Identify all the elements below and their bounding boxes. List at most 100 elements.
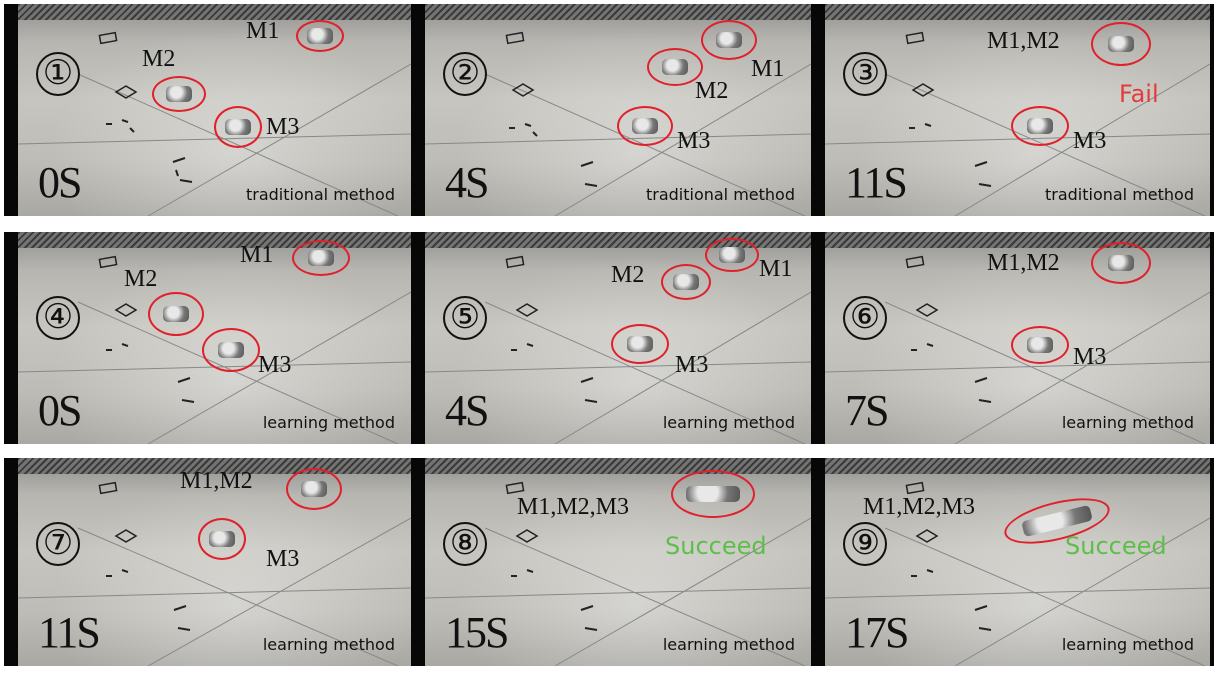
method-label: traditional method	[1044, 185, 1194, 204]
robot-m1m2	[1108, 255, 1134, 271]
robot-label-m1m2m3: M1,M2,M3	[517, 494, 630, 520]
floor-markings	[825, 481, 1210, 666]
panel-4: ④ M2 M1 M3 0S learning method	[4, 232, 411, 444]
circle-m3	[617, 106, 673, 146]
circle-m3	[611, 324, 669, 364]
panel-number: ④	[36, 296, 80, 340]
time-label: 15S	[445, 608, 510, 657]
floor-markings	[425, 255, 811, 444]
circle-m3	[1011, 106, 1069, 146]
panel-number: ⑧	[443, 522, 487, 566]
panel-1: ① M2 M1 M3 0S traditional method	[4, 4, 411, 216]
panel-number: ⑤	[443, 296, 487, 340]
circle-m3	[1011, 326, 1069, 364]
net-ceiling	[825, 458, 1210, 474]
floor-markings	[825, 255, 1210, 444]
circle-m1m2	[286, 468, 342, 510]
time-label: 11S	[845, 158, 908, 207]
circle-m1m2	[1091, 22, 1151, 66]
robot-m3	[1027, 118, 1053, 134]
method-label: learning method	[1061, 635, 1194, 654]
robot-label-m1m2: M1,M2	[987, 250, 1060, 276]
robot-label-m2: M2	[695, 78, 729, 104]
circle-m3	[202, 328, 260, 372]
circle-m2	[647, 48, 703, 86]
robot-label-m1m2: M1,M2	[987, 28, 1060, 54]
panel-number: ③	[843, 52, 887, 96]
robot-m3	[209, 531, 235, 547]
panel-8: ⑧ M1,M2,M3 Succeed 15S learning method	[411, 458, 811, 666]
time-label: 0S	[38, 386, 83, 435]
robot-label-m2: M2	[142, 46, 176, 72]
robot-m1m2	[301, 481, 327, 497]
method-label: traditional method	[245, 185, 395, 204]
panel-number: ②	[443, 52, 487, 96]
time-label: 0S	[38, 158, 83, 207]
circle-m2	[148, 292, 204, 336]
panel-7: ⑦ M1,M2 M3 11S learning method	[4, 458, 411, 666]
robot-label-m3: M3	[266, 546, 300, 572]
panel-3: ③ M1,M2 M3 Fail 11S traditional method	[811, 4, 1214, 216]
method-label: learning method	[262, 635, 395, 654]
robot-m1	[307, 28, 333, 44]
panel-number: ①	[36, 52, 80, 96]
time-label: 11S	[38, 608, 101, 657]
net-ceiling	[425, 4, 811, 20]
circle-m1m2	[1091, 242, 1151, 284]
circle-m3	[214, 106, 262, 148]
robot-m1	[719, 247, 745, 263]
circle-m1	[701, 20, 757, 60]
circle-m2	[661, 264, 711, 300]
time-label: 17S	[845, 608, 910, 657]
robot-m1	[308, 250, 334, 266]
robot-m3	[218, 342, 244, 358]
net-ceiling	[825, 4, 1210, 20]
robot-label-m3: M3	[258, 352, 292, 378]
succeed-status: Succeed	[1065, 532, 1167, 560]
robot-label-m3: M3	[1073, 344, 1107, 370]
robot-label-m2: M2	[611, 262, 645, 288]
fail-status: Fail	[1119, 80, 1159, 108]
method-label: traditional method	[645, 185, 795, 204]
robot-m1m2	[1108, 36, 1134, 52]
robot-label-m1m2m3: M1,M2,M3	[863, 494, 976, 520]
robot-m3	[632, 118, 658, 134]
robot-m2	[166, 86, 192, 102]
robot-group	[686, 486, 740, 502]
panel-number: ⑨	[843, 522, 887, 566]
floor-markings	[425, 31, 811, 216]
time-label: 4S	[445, 158, 490, 207]
time-label: 4S	[445, 386, 490, 435]
robot-m2	[163, 306, 189, 322]
panel-number: ⑦	[36, 522, 80, 566]
robot-m2	[673, 274, 699, 290]
net-ceiling	[18, 4, 411, 20]
panel-5: ⑤ M2 M1 M3 4S learning method	[411, 232, 811, 444]
robot-label-m1: M1	[246, 18, 280, 44]
succeed-status: Succeed	[665, 532, 767, 560]
panel-6: ⑥ M1,M2 M3 7S learning method	[811, 232, 1214, 444]
time-label: 7S	[845, 386, 890, 435]
robot-label-m1: M1	[751, 56, 785, 82]
floor-markings	[425, 481, 811, 666]
robot-m2	[662, 59, 688, 75]
circle-m1m2m3	[671, 470, 755, 518]
floor-markings	[18, 481, 411, 666]
robot-m1	[716, 32, 742, 48]
robot-label-m3: M3	[675, 352, 709, 378]
robot-m3	[1027, 337, 1053, 353]
robot-label-m1m2: M1,M2	[180, 468, 253, 494]
robot-label-m1: M1	[240, 242, 274, 268]
circle-m2	[152, 76, 206, 112]
circle-m1	[705, 238, 759, 272]
method-label: learning method	[662, 413, 795, 432]
panel-number: ⑥	[843, 296, 887, 340]
robot-label-m3: M3	[677, 128, 711, 154]
circle-m1	[292, 240, 350, 276]
robot-m3	[225, 119, 251, 135]
circle-m3	[198, 518, 246, 560]
method-label: learning method	[1061, 413, 1194, 432]
method-label: learning method	[662, 635, 795, 654]
circle-m1	[296, 20, 344, 52]
panel-2: ② M1 M2 M3 4S traditional method	[411, 4, 811, 216]
